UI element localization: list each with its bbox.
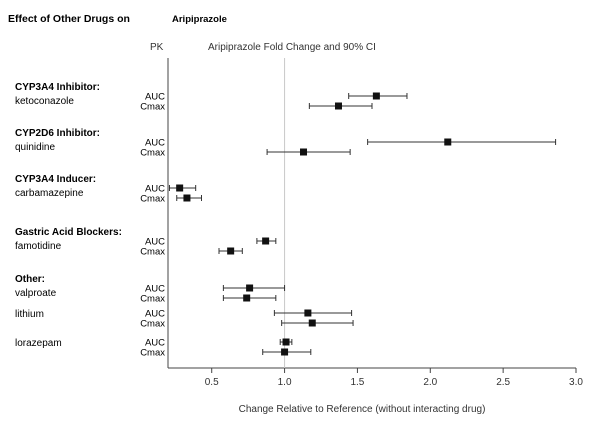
- x-tick-label: 3.0: [569, 377, 583, 388]
- pk-label: Cmax: [140, 194, 165, 205]
- x-tick-label: 0.5: [205, 377, 219, 388]
- point-estimate-marker: [308, 319, 316, 327]
- pk-label: Cmax: [140, 348, 165, 359]
- group-label: CYP3A4 Inducer:: [15, 174, 96, 185]
- group-label: CYP3A4 Inhibitor:: [15, 82, 100, 93]
- pk-label: Cmax: [140, 294, 165, 305]
- chart-title: Effect of Other Drugs on: [8, 13, 130, 25]
- point-estimate-marker: [227, 247, 235, 255]
- pk-header: PK: [150, 42, 164, 53]
- drug-label: carbamazepine: [15, 188, 84, 199]
- drug-label: lithium: [15, 309, 44, 320]
- point-estimate-marker: [183, 194, 191, 202]
- x-tick-label: 2.0: [423, 377, 437, 388]
- point-estimate-marker: [176, 184, 184, 192]
- x-axis-ticks: 0.5 1.0 1.5 2.0 2.5 3.0: [205, 368, 583, 388]
- point-estimate-marker: [246, 284, 254, 292]
- pk-label: AUC: [145, 284, 165, 295]
- drug-label: ketoconazole: [15, 96, 74, 107]
- group-label: CYP2D6 Inhibitor:: [15, 128, 100, 139]
- point-estimate-marker: [281, 348, 289, 356]
- drug-label: lorazepam: [15, 338, 62, 349]
- drug-label: famotidine: [15, 241, 62, 252]
- pk-label: Cmax: [140, 247, 165, 258]
- pk-label: Cmax: [140, 148, 165, 159]
- pk-label: Cmax: [140, 319, 165, 330]
- drug-label: quinidine: [15, 142, 55, 153]
- point-estimate-marker: [282, 338, 290, 346]
- point-estimate-marker: [304, 309, 312, 317]
- x-axis-label: Change Relative to Reference (without in…: [239, 404, 486, 415]
- group-label: Gastric Acid Blockers:: [15, 227, 122, 238]
- chart-title-drug: Aripiprazole: [172, 14, 227, 25]
- drug-label: valproate: [15, 288, 57, 299]
- pk-label: AUC: [145, 92, 165, 103]
- pk-label: AUC: [145, 309, 165, 320]
- x-tick-label: 1.0: [278, 377, 292, 388]
- x-tick-label: 1.5: [350, 377, 364, 388]
- point-estimate-marker: [262, 237, 270, 245]
- point-estimate-marker: [444, 138, 452, 146]
- point-estimate-marker: [372, 92, 380, 100]
- group-label: Other:: [15, 274, 45, 285]
- point-estimate-marker: [334, 102, 342, 110]
- pk-label: AUC: [145, 237, 165, 248]
- forest-rows: CYP3A4 Inhibitor:ketoconazole AUCCmaxCYP2…: [15, 82, 557, 359]
- pk-label: AUC: [145, 184, 165, 195]
- pk-label: AUC: [145, 138, 165, 149]
- point-estimate-marker: [300, 148, 308, 156]
- point-estimate-marker: [243, 294, 251, 302]
- ci-header: Aripiprazole Fold Change and 90% CI: [208, 42, 376, 53]
- pk-label: AUC: [145, 338, 165, 349]
- x-tick-label: 2.5: [496, 377, 510, 388]
- pk-label: Cmax: [140, 102, 165, 113]
